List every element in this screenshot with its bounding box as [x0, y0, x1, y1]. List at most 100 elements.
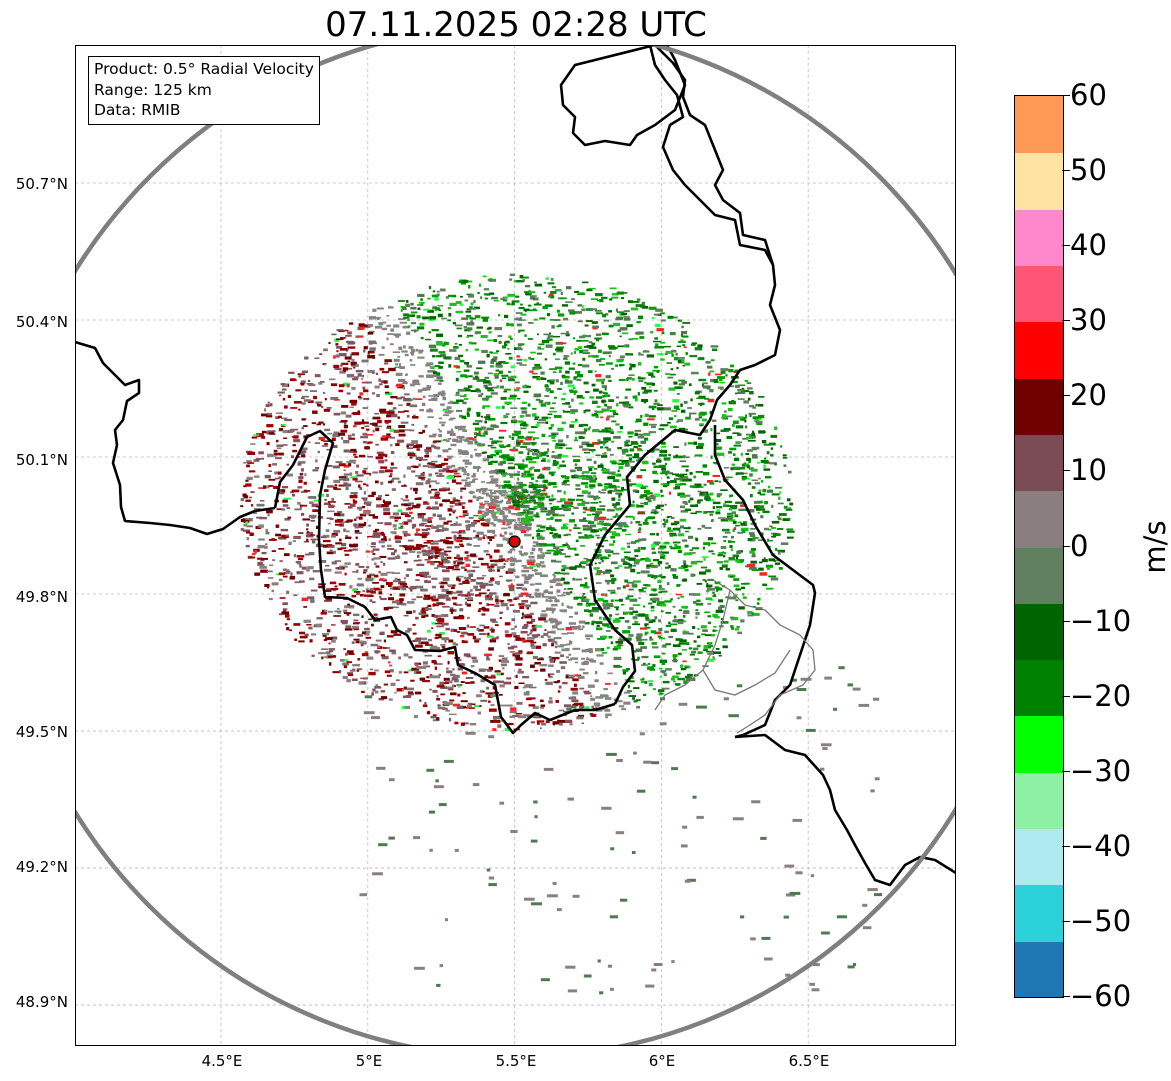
velocity-echo-cell: [470, 553, 476, 557]
velocity-echo-cell: [367, 324, 373, 327]
velocity-echo-cell: [476, 389, 482, 393]
velocity-echo-cell: [565, 656, 570, 659]
velocity-echo-cell: [635, 539, 642, 542]
velocity-echo-cell: [544, 589, 549, 593]
velocity-echo-cell: [379, 367, 385, 371]
velocity-echo-cell: [374, 412, 379, 415]
velocity-echo-cell: [671, 659, 678, 662]
velocity-echo-cell: [323, 503, 329, 506]
velocity-echo-cell: [550, 407, 555, 410]
velocity-echo-cell: [525, 414, 531, 417]
velocity-echo-cell: [533, 716, 542, 719]
velocity-echo-cell: [408, 511, 413, 514]
velocity-echo-cell: [712, 474, 720, 477]
velocity-echo-cell: [513, 496, 517, 500]
velocity-echo-cell: [380, 585, 385, 588]
velocity-echo-cell: [617, 463, 624, 465]
velocity-echo-cell: [483, 470, 486, 473]
velocity-echo-cell: [338, 484, 347, 487]
velocity-echo-cell: [544, 358, 548, 361]
velocity-echo-cell: [456, 684, 463, 686]
velocity-echo-cell: [371, 550, 374, 553]
velocity-echo-cell: [416, 348, 419, 352]
velocity-echo-cell: [598, 520, 605, 523]
velocity-echo-cell: [603, 437, 611, 441]
velocity-echo-cell: [686, 565, 693, 568]
velocity-echo-cell: [557, 313, 565, 317]
velocity-echo-cell: [363, 491, 367, 495]
velocity-echo-cell: [719, 378, 723, 381]
velocity-echo-cell: [309, 577, 315, 581]
velocity-echo-cell: [640, 680, 648, 683]
velocity-echo-cell: [672, 675, 679, 679]
velocity-echo-cell: [487, 503, 493, 507]
velocity-echo-cell: [387, 402, 393, 405]
velocity-echo-cell: [746, 457, 752, 462]
map-panel[interactable]: [75, 45, 956, 1046]
velocity-echo-cell: [725, 517, 733, 520]
velocity-echo-cell: [478, 394, 482, 398]
velocity-echo-cell: [293, 401, 302, 404]
velocity-echo-cell: [398, 671, 403, 674]
velocity-echo-cell: [481, 349, 488, 354]
velocity-echo-cell: [698, 403, 705, 406]
velocity-echo-cell: [366, 501, 372, 504]
velocity-echo-cell: [454, 679, 459, 683]
velocity-echo-cell: [546, 337, 551, 341]
velocity-echo-cell: [445, 627, 450, 631]
velocity-echo-cell: [357, 668, 363, 671]
velocity-echo-cell: [282, 444, 288, 446]
velocity-echo-cell: [354, 525, 359, 529]
velocity-echo-cell: [427, 520, 433, 523]
velocity-echo-cell: [423, 501, 428, 504]
velocity-echo-cell: [573, 626, 578, 629]
velocity-echo-cell: [345, 483, 352, 487]
velocity-echo-cell: [423, 665, 431, 668]
velocity-echo-cell: [591, 450, 594, 453]
velocity-echo-cell: [626, 403, 631, 406]
velocity-echo-cell: [626, 556, 630, 560]
velocity-echo-cell: [245, 483, 252, 487]
velocity-echo-cell: [521, 421, 527, 424]
velocity-echo-cell: [703, 558, 706, 561]
velocity-echo-cell: [523, 470, 531, 474]
velocity-echo-cell: [413, 465, 419, 469]
velocity-echo-cell: [481, 606, 486, 609]
velocity-echo-cell: [446, 670, 453, 674]
velocity-echo-cell: [601, 385, 607, 388]
velocity-echo-cell: [411, 329, 419, 332]
velocity-echo-cell: [364, 651, 368, 655]
velocity-echo-cell: [253, 508, 261, 511]
velocity-echo-cell: [245, 521, 249, 525]
velocity-echo-cell: [735, 558, 740, 563]
velocity-echo-cell: [331, 437, 336, 441]
velocity-echo-cell: [321, 445, 328, 447]
velocity-echo-cell: [701, 556, 709, 558]
velocity-echo-cell: [454, 356, 461, 360]
velocity-echo-cell: [608, 485, 617, 489]
velocity-echo-cell: [578, 292, 585, 295]
velocity-echo-cell: [493, 300, 500, 302]
velocity-echo-cell: [702, 629, 708, 632]
velocity-echo-cell: [508, 570, 514, 574]
velocity-echo-cell: [324, 428, 330, 432]
velocity-echo-cell: [478, 515, 483, 519]
velocity-echo-cell: [516, 387, 521, 389]
velocity-echo-cell: [388, 661, 391, 664]
velocity-echo-cell: [363, 346, 368, 350]
velocity-echo-cell: [558, 324, 562, 327]
velocity-echo-cell: [566, 643, 571, 646]
velocity-echo-cell: [513, 598, 517, 600]
velocity-echo-cell: [331, 636, 338, 640]
velocity-echo-cell: [332, 434, 340, 438]
velocity-echo-cell: [649, 423, 657, 426]
velocity-echo-cell: [557, 466, 561, 470]
velocity-echo-cell: [425, 481, 431, 485]
velocity-echo-cell: [710, 498, 715, 502]
velocity-echo-cell: [545, 344, 553, 348]
velocity-echo-cell: [458, 614, 464, 617]
velocity-echo-cell: [602, 351, 611, 355]
velocity-echo-cell: [569, 424, 575, 428]
velocity-echo-cell: [605, 579, 612, 583]
velocity-echo-cell: [695, 538, 699, 542]
